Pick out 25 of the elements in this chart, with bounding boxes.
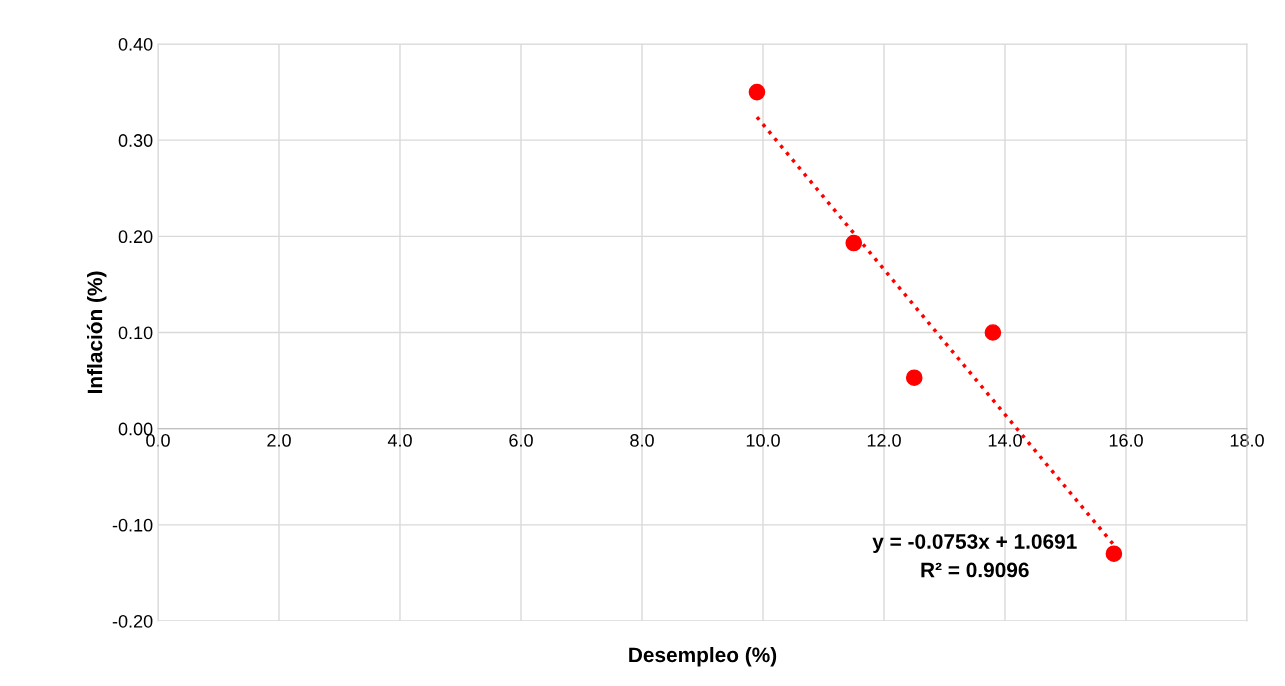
point — [984, 324, 1002, 341]
x-tick-label: 18.0 — [1230, 434, 1264, 447]
point — [748, 83, 766, 101]
point — [845, 234, 863, 252]
x-tick-label: 10.0 — [746, 434, 780, 447]
y-tick-label: -0.10 — [112, 518, 153, 532]
y-tick-label: 0.40 — [118, 37, 153, 51]
y-tick-label: 0.20 — [118, 230, 153, 244]
x-tick-label: 8.0 — [630, 434, 654, 447]
y-tick-label: 0.00 — [118, 422, 153, 436]
x-tick-label: 2.0 — [267, 434, 291, 447]
annotation: y = -0.0753x + 1.0691 R² = 0.9096 — [872, 534, 1077, 578]
x-tick-label: 4.0 — [387, 434, 412, 447]
x-tick-label: 12.0 — [867, 434, 901, 447]
point — [905, 369, 923, 387]
y-tick-label: -0.20 — [112, 614, 153, 628]
x-axis-title: Desempleo (%) — [629, 646, 777, 667]
x-tick-label: 6.0 — [509, 434, 533, 447]
y-tick-label: 0.30 — [118, 134, 153, 147]
x-tick-label: 16.0 — [1109, 434, 1143, 447]
y-axis-title: Inflación (%) — [86, 271, 107, 394]
x-tick-label: 0.0 — [146, 434, 170, 447]
x-tick-label: 14.0 — [988, 434, 1022, 447]
y-tick-label: 0.10 — [118, 326, 153, 340]
point — [1105, 545, 1123, 562]
